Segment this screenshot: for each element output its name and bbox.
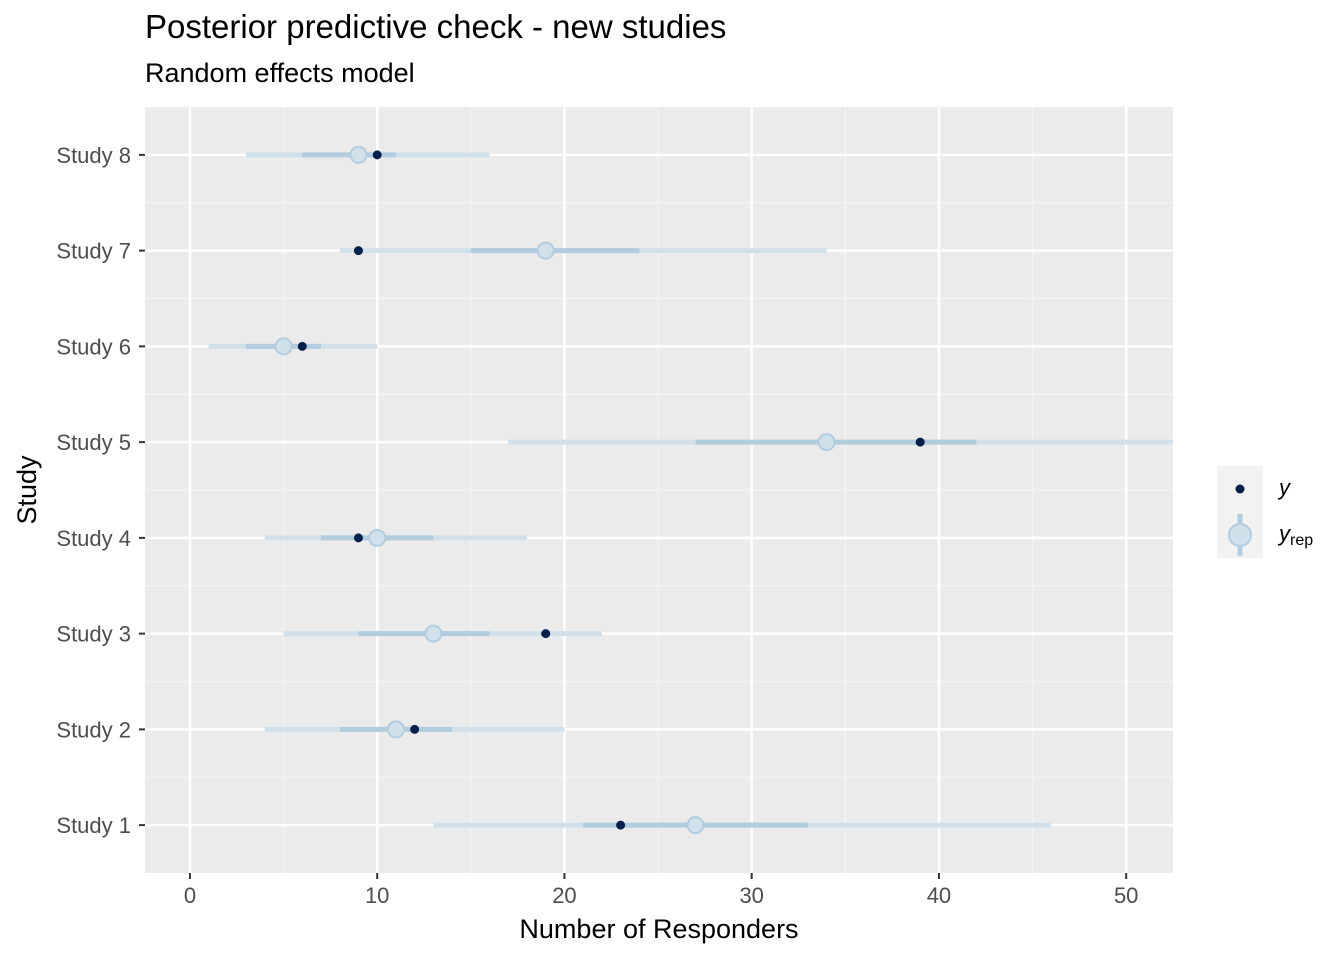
yrep-median-point — [368, 528, 387, 547]
y-observed-point — [297, 341, 307, 351]
chart-title: Posterior predictive check - new studies — [145, 8, 727, 45]
study-interval-group — [508, 433, 1173, 452]
y-axis-title: Study — [12, 455, 42, 525]
x-tick-label: 50 — [1114, 883, 1138, 908]
study-interval-group — [433, 816, 1052, 835]
yrep-median-point — [424, 624, 443, 643]
x-tick-label: 40 — [927, 883, 951, 908]
legend: y yrep — [1217, 466, 1313, 558]
y-tick-label: Study 2 — [56, 717, 131, 742]
legend-item-yrep: yrep — [1217, 512, 1313, 558]
x-tick-label: 0 — [184, 883, 196, 908]
minor-gridlines — [145, 107, 1173, 873]
x-tick-label: 10 — [365, 883, 389, 908]
y-observed-point — [541, 629, 551, 639]
y-tick-label: Study 7 — [56, 239, 131, 264]
y-tick-label: Study 4 — [56, 526, 131, 551]
x-tick-label: 30 — [739, 883, 763, 908]
axes: 0 10 20 30 40 50 Study 1 Study 2 Study 3 Study 4 S… — [56, 143, 1138, 908]
yrep-median-point — [274, 337, 293, 356]
yrep-median-point — [817, 433, 836, 452]
y-observed-point — [353, 533, 363, 543]
y-tick-label: Study 5 — [56, 430, 131, 455]
legend-item-y: y — [1217, 466, 1292, 512]
study-interval-group — [208, 337, 378, 356]
study-interval-group — [264, 720, 565, 739]
y-tick-label: Study 3 — [56, 622, 131, 647]
legend-label: yrep — [1277, 521, 1313, 549]
legend-label-subscript: rep — [1290, 532, 1313, 549]
legend-yrep-point — [1228, 523, 1252, 547]
x-axis-title: Number of Responders — [519, 914, 798, 944]
y-tick-label: Study 1 — [56, 813, 131, 838]
study-interval-group — [339, 241, 827, 260]
x-tick-label: 20 — [552, 883, 576, 908]
study-interval-group — [264, 528, 527, 547]
yrep-median-point — [536, 241, 555, 260]
yrep-median-point — [386, 720, 405, 739]
y-observed-point — [372, 150, 382, 160]
chart-subtitle: Random effects model — [145, 58, 415, 88]
y-observed-point — [616, 820, 626, 830]
study-interval-group — [283, 624, 602, 643]
y-observed-point — [410, 724, 420, 734]
yrep-median-point — [349, 145, 368, 164]
yrep-median-point — [686, 816, 705, 835]
study-interval-group — [246, 145, 490, 164]
chart-marks — [208, 145, 1173, 835]
legend-y-point — [1235, 484, 1245, 494]
legend-label: y — [1277, 475, 1292, 500]
y-observed-point — [915, 437, 925, 447]
y-observed-point — [353, 246, 363, 256]
y-tick-label: Study 6 — [56, 334, 131, 359]
y-tick-label: Study 8 — [56, 143, 131, 168]
